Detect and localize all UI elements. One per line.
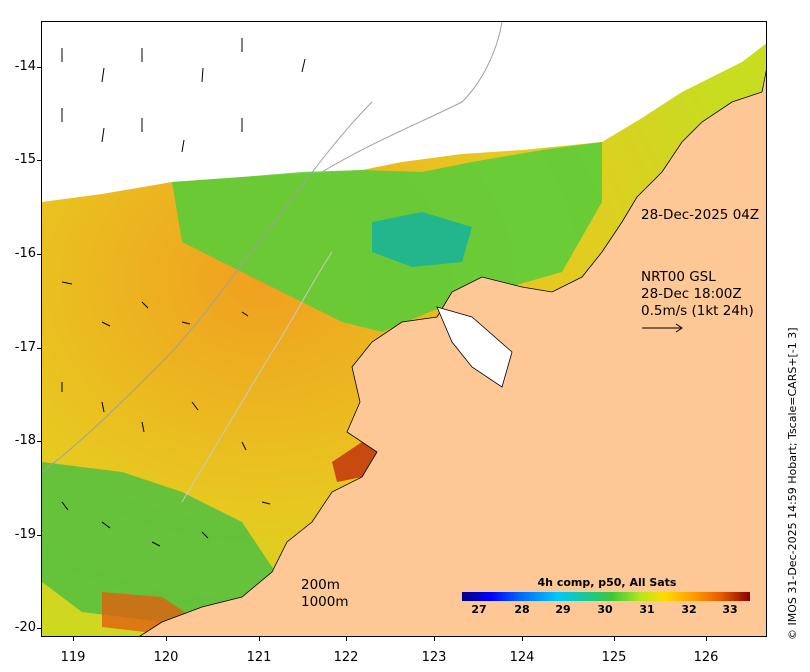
y-tick-label: -18 — [14, 433, 36, 448]
current-model-label: NRT00 GSL — [641, 269, 716, 285]
legend-title: 4h comp, p50, All Sats — [537, 576, 677, 589]
legend-tick: 30 — [597, 603, 613, 616]
land-mass — [139, 69, 766, 636]
x-tick-label: 125 — [601, 650, 627, 665]
current-vectors — [61, 38, 683, 547]
isobath-1000m — [181, 251, 333, 503]
x-tick-label: 119 — [60, 650, 86, 665]
sst-southwest-green — [42, 462, 282, 622]
map-panel[interactable] — [41, 21, 767, 637]
legend-tick: 28 — [514, 603, 530, 616]
x-tick-label: 120 — [153, 650, 179, 665]
legend-tick: 32 — [681, 603, 697, 616]
temperature-legend: 4h comp, p50, All Sats 27 28 29 30 31 32… — [462, 576, 752, 616]
isobath-northeast — [321, 22, 503, 173]
imos-credit: © IMOS 31-Dec-2025 14:59 Hobart; Tscale=… — [786, 327, 799, 640]
x-tick-label: 126 — [693, 650, 719, 665]
current-scale-label: 0.5m/s (1kt 24h) — [641, 303, 754, 319]
y-tick-label: -19 — [14, 527, 36, 542]
current-time-label: 28-Dec 18:00Z — [641, 286, 742, 302]
legend-colorbar — [462, 592, 750, 601]
x-tick-label: 121 — [246, 650, 272, 665]
y-tick-label: -20 — [14, 620, 36, 635]
legend-tick: 27 — [471, 603, 487, 616]
y-tick-label: -15 — [14, 152, 36, 167]
timestamp-label: 28-Dec-2025 04Z — [641, 207, 760, 223]
isobath-200m-label: 200m — [301, 577, 340, 593]
legend-tick: 31 — [639, 603, 655, 616]
gulf-inlet — [436, 306, 513, 388]
y-tick-label: -17 — [14, 340, 36, 355]
sst-cold-patch — [372, 212, 472, 267]
x-tick-label: 122 — [333, 650, 359, 665]
sst-map — [42, 22, 766, 636]
isobath-200m — [42, 101, 373, 473]
legend-tick: 33 — [722, 603, 738, 616]
sst-hotspot — [332, 442, 377, 482]
legend-tick: 29 — [555, 603, 571, 616]
y-tick-label: -14 — [14, 59, 36, 74]
x-tick-label: 124 — [509, 650, 535, 665]
y-tick-label: -16 — [14, 246, 36, 261]
x-tick-label: 123 — [421, 650, 447, 665]
isobath-1000m-label: 1000m — [301, 594, 349, 610]
